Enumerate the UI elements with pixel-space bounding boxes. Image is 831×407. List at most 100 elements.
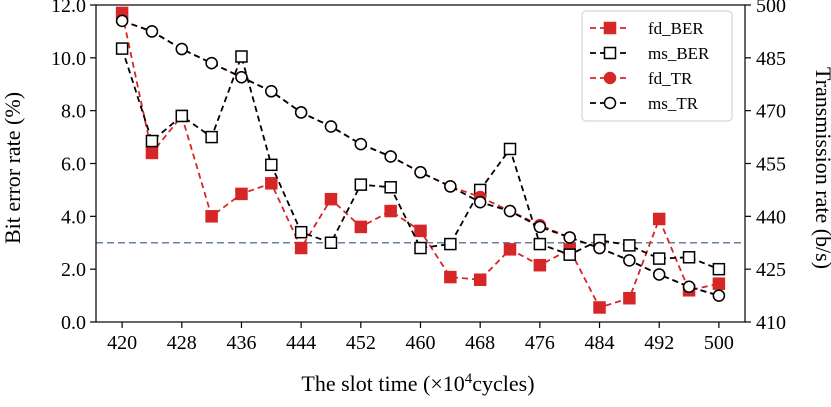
legend-label: fd_TR	[648, 69, 693, 88]
series-ms_BER	[115, 42, 726, 276]
point-fd_BER-472	[503, 243, 517, 256]
point-ms_BER-456	[384, 181, 397, 194]
point-ms_BER-420	[115, 42, 129, 55]
point-ms_TR-436	[235, 70, 248, 84]
point-fd_BER-456	[384, 204, 397, 218]
point-ms_TR-460	[414, 166, 427, 179]
point-ms_TR-496	[682, 280, 696, 294]
x-tick-label: 500	[704, 332, 734, 354]
y2-tick-label: 440	[756, 206, 786, 228]
point-fd_BER-476	[533, 258, 547, 272]
point-ms_BER-488	[623, 239, 636, 252]
point-ms_BER-424	[145, 134, 159, 148]
x-tick-label: 476	[525, 332, 555, 354]
x-tick-label: 484	[585, 332, 615, 354]
point-fd_BER-452	[354, 220, 368, 234]
point-ms_TR-480	[563, 231, 576, 244]
x-tick-label: 428	[167, 332, 197, 354]
x-tick-label: 444	[286, 332, 316, 354]
point-ms_TR-492	[652, 268, 666, 281]
point-ms_TR-432	[205, 56, 218, 70]
x-tick-label: 460	[406, 332, 436, 354]
point-ms_TR-476	[533, 220, 547, 234]
series-ms_TR	[115, 14, 726, 302]
x-axis-title-suffix: cycles)	[472, 371, 534, 396]
y2-tick-label: 425	[756, 259, 786, 281]
point-ms_TR-468	[473, 195, 487, 209]
point-ms_TR-428	[175, 42, 189, 56]
point-ms_TR-448	[324, 120, 338, 133]
legend-entry-fd_TR: fd_TR	[590, 69, 693, 88]
point-ms_BER-492	[652, 252, 666, 265]
point-ms_TR-472	[503, 204, 517, 218]
x-axis-title: The slot time (×104cycles)	[301, 371, 534, 396]
y-tick-label: 12.0	[51, 0, 86, 17]
point-ms_BER-472	[503, 142, 517, 156]
x-tick-label: 468	[465, 332, 495, 354]
point-fd_BER-492	[652, 212, 666, 226]
x-axis-title-prefix: The slot time (	[301, 371, 430, 396]
y-tick-label: 4.0	[61, 206, 86, 228]
point-fd_BER-484	[593, 301, 606, 314]
point-ms_TR-420	[115, 14, 129, 28]
legend-box	[581, 10, 733, 122]
series-fd_BER	[115, 6, 726, 314]
point-ms_BER-440	[265, 158, 278, 172]
legend-marker	[603, 21, 617, 35]
point-ms_TR-464	[444, 180, 457, 193]
point-fd_BER-500	[712, 277, 726, 290]
point-ms_TR-424	[145, 25, 159, 38]
point-fd_BER-448	[324, 192, 338, 206]
x-axis-title-exp: 4	[465, 371, 473, 387]
point-ms_TR-484	[593, 241, 606, 255]
series-line-ms_BER	[121, 48, 720, 271]
y2-tick-label: 410	[756, 312, 786, 334]
point-fd_BER-464	[444, 270, 457, 284]
x-axis-title-mult: ×10	[430, 371, 464, 396]
point-fd_BER-468	[473, 273, 487, 286]
legend: fd_BER ms_BER fd_TR ms_TR	[581, 10, 733, 122]
point-ms_BER-496	[682, 251, 696, 264]
point-ms_BER-464	[444, 237, 457, 251]
legend-entry-ms_TR: ms_TR	[590, 94, 699, 113]
point-ms_BER-500	[712, 262, 726, 276]
series-group	[115, 6, 726, 314]
x-tick-label: 492	[644, 332, 674, 354]
point-ms_BER-436	[235, 50, 248, 63]
point-ms_TR-440	[265, 85, 278, 98]
point-ms_TR-488	[623, 254, 636, 267]
ticks-group: 420 428 436 444 452 460 468 476 484 492 500 0.0 2.0 4…	[51, 0, 786, 354]
point-fd_BER-440	[265, 177, 278, 190]
y-tick-label: 10.0	[51, 48, 86, 70]
point-fd_BER-444	[294, 241, 308, 255]
legend-marker	[603, 46, 617, 60]
legend-entry-ms_BER: ms_BER	[590, 44, 710, 63]
x-tick-label: 436	[226, 332, 256, 354]
legend-label: ms_TR	[648, 94, 699, 113]
point-fd_BER-424	[145, 146, 159, 160]
legend-marker	[603, 71, 617, 85]
y-axis-title: Bit error rate (%)	[0, 92, 25, 244]
point-ms_BER-460	[414, 241, 427, 255]
point-ms_TR-500	[712, 289, 726, 302]
legend-entry-fd_BER: fd_BER	[590, 19, 704, 38]
point-ms_TR-444	[294, 106, 308, 119]
legend-label: fd_BER	[648, 19, 704, 38]
y2-axis-title: Transmission rate (b/s)	[811, 67, 831, 269]
point-ms_BER-448	[324, 236, 338, 249]
point-ms_BER-432	[205, 130, 218, 144]
point-fd_BER-460	[414, 224, 427, 238]
point-ms_BER-444	[294, 225, 308, 239]
y-tick-label: 8.0	[61, 101, 86, 123]
x-tick-label: 420	[107, 332, 137, 354]
point-fd_BER-436	[235, 187, 248, 201]
y2-tick-label: 455	[756, 154, 786, 176]
y-tick-label: 2.0	[61, 259, 86, 281]
y2-tick-label: 500	[756, 0, 786, 17]
point-ms_BER-428	[175, 109, 189, 123]
point-ms_BER-452	[354, 178, 368, 191]
y-tick-label: 6.0	[61, 154, 86, 176]
legend-label: ms_BER	[648, 44, 710, 63]
